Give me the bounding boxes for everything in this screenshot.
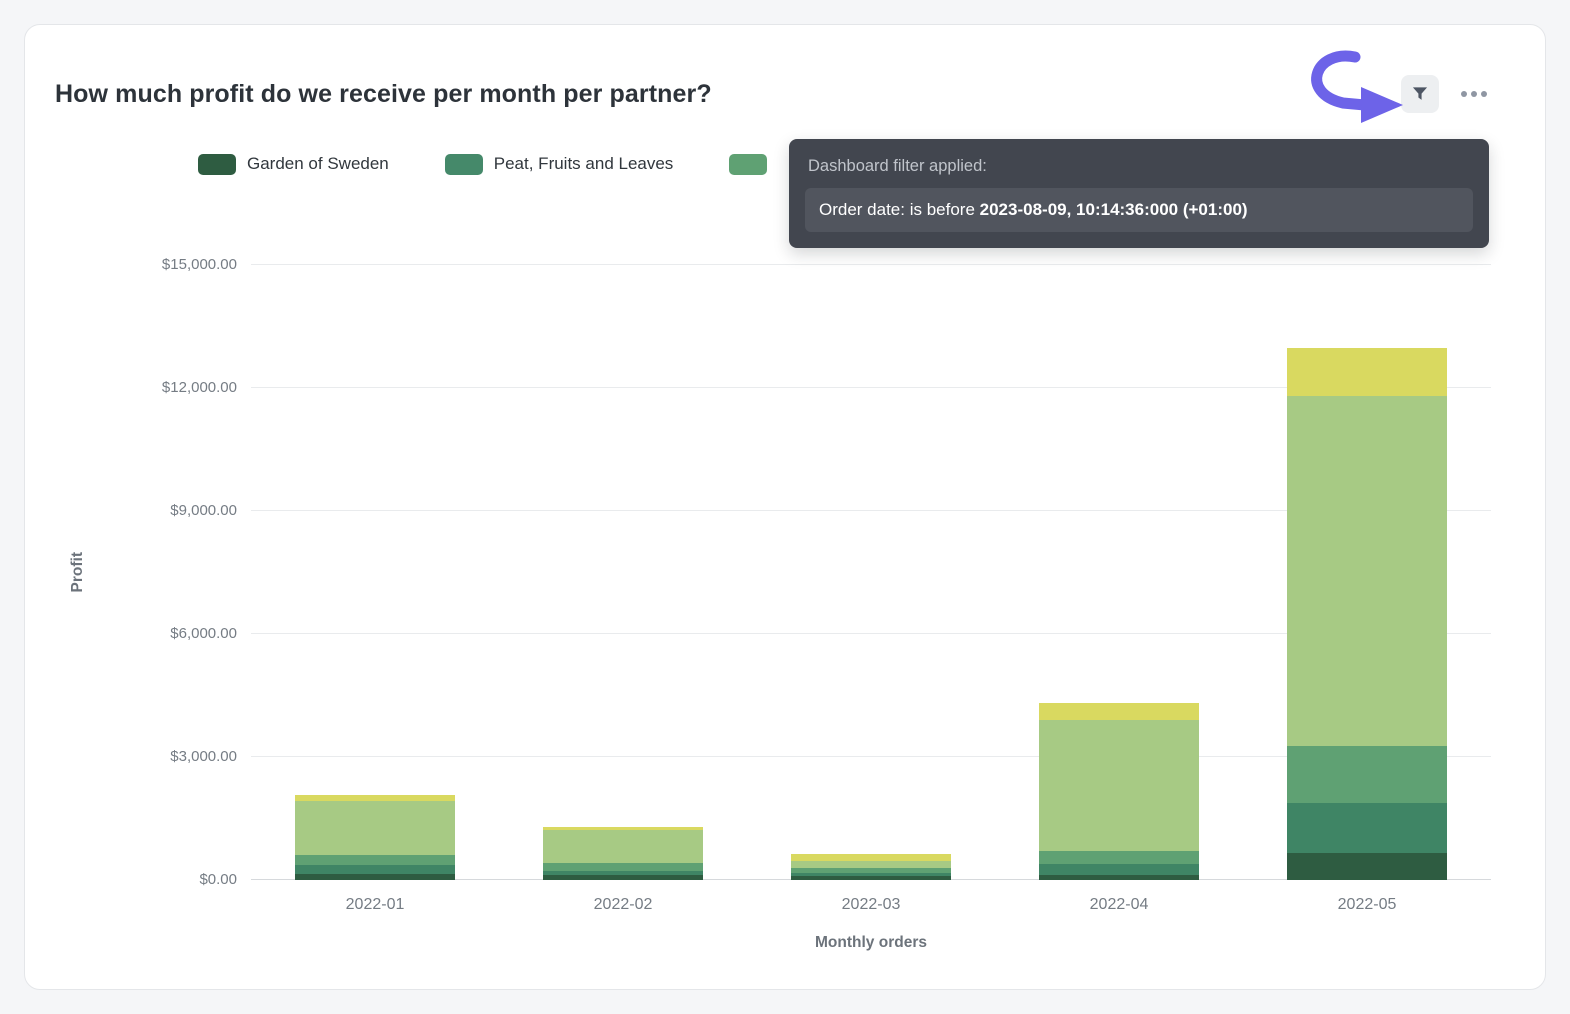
bar-slot <box>995 265 1243 880</box>
x-axis-ticks: 2022-01 2022-02 2022-03 2022-04 2022-05 <box>251 880 1491 914</box>
profit-stacked-bar-chart: Profit $0.00 $3,000.00 $6,000.00 $9,000.00 $… <box>55 256 1491 952</box>
card-title[interactable]: How much profit do we receive per month … <box>55 79 712 108</box>
bar-segment[interactable] <box>543 830 703 863</box>
bar-slot <box>251 265 499 880</box>
bar-segment[interactable] <box>543 871 703 876</box>
chart-legend: Garden of Sweden Peat, Fruits and Leaves <box>55 153 1491 175</box>
legend-swatch <box>729 153 768 175</box>
legend-item[interactable]: Peat, Fruits and Leaves <box>444 153 674 175</box>
x-axis-title: Monthly orders <box>815 934 927 951</box>
y-axis-ticks: $0.00 $3,000.00 $6,000.00 $9,000.00 $12,000.… <box>101 256 251 888</box>
gridline <box>251 756 1491 757</box>
ellipsis-icon <box>1481 91 1487 97</box>
gridline <box>251 264 1491 265</box>
dashboard-card: How much profit do we receive per month … <box>24 24 1546 990</box>
bar-segment[interactable] <box>1287 396 1447 746</box>
x-axis-tick-label: 2022-02 <box>593 896 653 913</box>
bar-segment[interactable] <box>295 873 455 880</box>
plot-area <box>251 264 1491 880</box>
y-axis-tick-label: $6,000.00 <box>170 625 237 642</box>
bar-segment[interactable] <box>1039 851 1199 865</box>
tooltip-filter-value: Order date: is before 2023-08-09, 10:14:… <box>805 188 1473 233</box>
bar-segment[interactable] <box>1039 875 1199 880</box>
bar-segment[interactable] <box>791 853 951 861</box>
x-axis-tick-label: 2022-04 <box>1089 896 1149 913</box>
bar-segment[interactable] <box>295 801 455 856</box>
bar-segment[interactable] <box>791 873 951 876</box>
x-axis-tick-label: 2022-01 <box>345 896 405 913</box>
stacked-bar-2022-01[interactable] <box>295 794 455 880</box>
y-axis-title: Profit <box>55 265 101 880</box>
bar-slot <box>747 265 995 880</box>
bar-segment[interactable] <box>543 875 703 880</box>
gridline <box>251 633 1491 634</box>
y-axis-tick-label: $9,000.00 <box>170 502 237 519</box>
bar-segment[interactable] <box>791 860 951 869</box>
y-axis-tick-label: $15,000.00 <box>161 256 237 273</box>
bar-segment[interactable] <box>295 864 455 874</box>
filter-date-value: 2023-08-09, 10:14:36:000 (+01:00) <box>979 200 1248 219</box>
stacked-bar-2022-05[interactable] <box>1287 348 1447 880</box>
bar-segment[interactable] <box>791 875 951 880</box>
stacked-bar-2022-02[interactable] <box>543 826 703 880</box>
dashboard-filter-tooltip: Dashboard filter applied: Order date: is… <box>789 139 1489 249</box>
funnel-icon <box>1410 84 1430 104</box>
y-axis-title-text: Profit <box>69 552 86 593</box>
bar-slot <box>499 265 747 880</box>
legend-swatch <box>444 153 483 175</box>
bar-segment[interactable] <box>1039 720 1199 852</box>
bar-segment[interactable] <box>1039 864 1199 876</box>
bar-segment[interactable] <box>1039 703 1199 721</box>
bar-segment[interactable] <box>1287 348 1447 397</box>
bar-segment[interactable] <box>791 868 951 874</box>
bar-segment[interactable] <box>1287 802 1447 853</box>
ellipsis-icon <box>1471 91 1477 97</box>
bar-segment[interactable] <box>1287 745 1447 803</box>
stacked-bar-2022-04[interactable] <box>1039 703 1199 880</box>
y-axis-tick-label: $3,000.00 <box>170 748 237 765</box>
dashboard-filter-button[interactable] <box>1401 75 1439 113</box>
bar-slot <box>1243 265 1491 880</box>
bar-segment[interactable] <box>543 862 703 872</box>
gridline <box>251 510 1491 511</box>
legend-label: Garden of Sweden <box>247 154 389 173</box>
bars-row <box>251 265 1491 880</box>
x-axis-tick-label: 2022-03 <box>841 896 901 913</box>
ellipsis-icon <box>1461 91 1467 97</box>
filter-prefix-text: Order date: is before <box>819 200 980 219</box>
bar-segment[interactable] <box>295 794 455 802</box>
gridline <box>251 387 1491 388</box>
more-options-button[interactable] <box>1457 75 1491 113</box>
bar-segment[interactable] <box>295 855 455 865</box>
y-axis-tick-label: $12,000.00 <box>161 379 237 396</box>
x-axis-tick-label: 2022-05 <box>1337 896 1397 913</box>
tooltip-header: Dashboard filter applied: <box>808 157 987 175</box>
stacked-bar-2022-03[interactable] <box>791 853 951 880</box>
bar-segment[interactable] <box>1287 852 1447 880</box>
legend-label: Peat, Fruits and Leaves <box>493 154 674 173</box>
legend-swatch <box>198 153 236 175</box>
y-axis-tick-label: $0.00 <box>199 871 237 888</box>
legend-item[interactable] <box>729 153 768 175</box>
bar-segment[interactable] <box>543 826 703 830</box>
card-header: How much profit do we receive per month … <box>55 75 1491 113</box>
legend-item[interactable]: Garden of Sweden <box>198 153 389 175</box>
